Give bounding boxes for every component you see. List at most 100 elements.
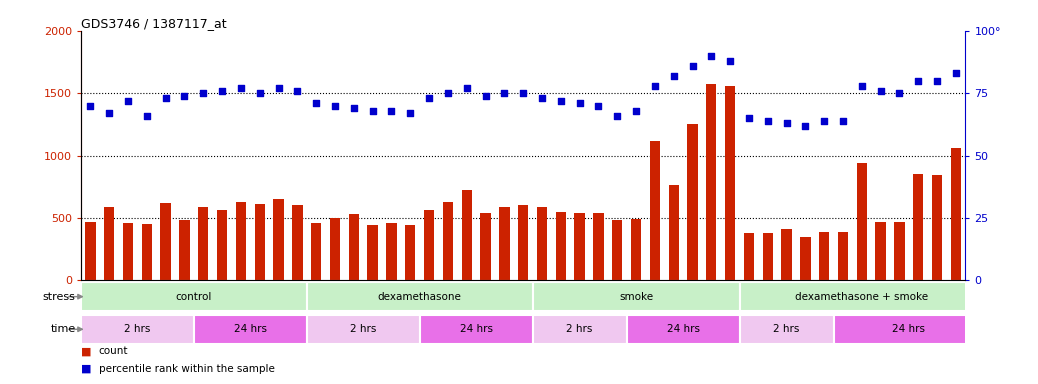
Point [816,118,832,124]
Text: 24 hrs: 24 hrs [234,324,267,334]
Point [439,90,456,96]
Bar [122,223,133,280]
Bar [932,175,943,280]
Point [853,83,870,89]
Text: ■: ■ [81,346,91,356]
Text: percentile rank within the sample: percentile rank within the sample [99,364,274,374]
Bar [217,210,227,280]
Bar [725,86,735,280]
Bar [627,314,739,344]
Point [251,90,268,96]
Bar [85,222,95,280]
Text: GDS3746 / 1387117_at: GDS3746 / 1387117_at [81,17,226,30]
Point [665,73,682,79]
Point [233,85,249,91]
Bar [744,233,755,280]
Point [158,95,174,101]
Bar [782,229,792,280]
Bar [763,233,773,280]
Point [82,103,99,109]
Point [552,98,569,104]
Point [364,108,381,114]
Point [778,120,795,126]
Bar [307,282,532,311]
Text: 2 hrs: 2 hrs [567,324,593,334]
Point [327,103,344,109]
Text: smoke: smoke [619,291,653,302]
Bar [161,203,171,280]
Point [647,83,663,89]
Text: 24 hrs: 24 hrs [666,324,700,334]
Point [383,108,400,114]
Point [420,95,437,101]
Point [929,78,946,84]
Bar [405,225,415,280]
Point [101,110,117,116]
Bar [951,148,961,280]
Bar [419,314,532,344]
Bar [141,224,152,280]
Bar [838,232,848,280]
Bar [104,207,114,280]
Text: 2 hrs: 2 hrs [350,324,377,334]
Text: 2 hrs: 2 hrs [773,324,799,334]
Bar [424,210,434,280]
Point [402,110,418,116]
Text: dexamethasone: dexamethasone [378,291,462,302]
Point [892,90,908,96]
Point [609,113,626,119]
Bar [856,163,867,280]
Point [628,108,645,114]
Bar [631,219,641,280]
Bar [311,223,322,280]
Bar [180,220,190,280]
Point [496,90,513,96]
Bar [198,207,209,280]
Bar [875,222,885,280]
Bar [574,213,584,280]
Text: 2 hrs: 2 hrs [125,324,151,334]
Point [459,85,475,91]
Point [195,90,212,96]
Bar [273,199,283,280]
Bar [739,314,834,344]
Bar [236,202,246,280]
Bar [499,207,510,280]
Text: 24 hrs: 24 hrs [893,324,926,334]
Point [176,93,193,99]
Point [289,88,305,94]
Bar [443,202,453,280]
Text: dexamethasone + smoke: dexamethasone + smoke [795,291,928,302]
Point [872,88,889,94]
Point [308,100,325,106]
Bar [668,185,679,280]
Bar [650,141,660,280]
Point [741,115,758,121]
Point [214,88,230,94]
Point [515,90,531,96]
Point [591,103,607,109]
Bar [349,214,359,280]
Bar [462,190,472,280]
Bar [81,314,194,344]
Bar [800,237,811,280]
Point [270,85,286,91]
Point [948,70,964,76]
Bar [307,314,419,344]
Bar [81,282,307,311]
Bar [367,225,378,280]
Text: time: time [51,324,76,334]
Bar [895,222,905,280]
Point [910,78,927,84]
Bar [819,232,829,280]
Bar [518,205,528,280]
Point [119,98,136,104]
Point [534,95,550,101]
Point [721,58,738,64]
Bar [834,314,984,344]
Point [835,118,851,124]
Bar [194,314,307,344]
Bar [330,218,340,280]
Bar [532,282,739,311]
Text: count: count [99,346,128,356]
